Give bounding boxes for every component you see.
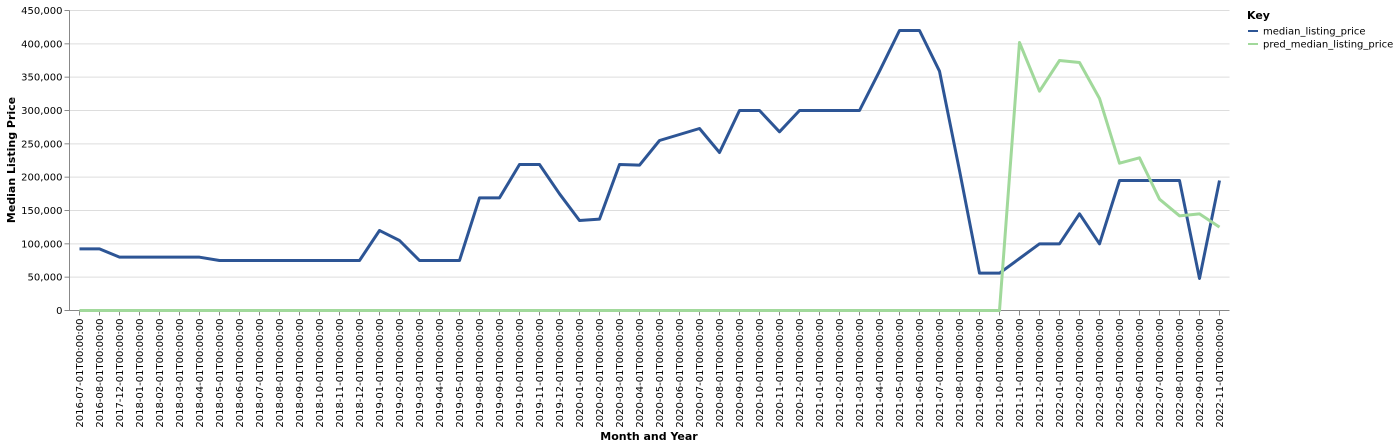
x-tick-label: 2018-07-01T00:00:00: [255, 319, 266, 428]
x-tick-label: 2018-08-01T00:00:00: [275, 319, 286, 428]
x-tick-label: 2021-12-01T00:00:00: [1035, 319, 1046, 428]
x-tick-label: 2019-03-01T00:00:00: [415, 319, 426, 428]
x-tick-label: 2020-10-01T00:00:00: [755, 319, 766, 428]
x-tick-label: 2021-08-01T00:00:00: [955, 319, 966, 428]
legend-title: Key: [1247, 9, 1270, 22]
x-tick-label: 2021-09-01T00:00:00: [975, 319, 986, 428]
y-tick-label: 300,000: [21, 106, 62, 117]
x-tick-label: 2019-12-01T00:00:00: [555, 319, 566, 428]
legend-label: median_listing_price: [1263, 27, 1366, 38]
x-tick-label: 2020-12-01T00:00:00: [795, 319, 806, 428]
x-tick-label: 2019-01-01T00:00:00: [375, 319, 386, 428]
x-tick-label: 2020-03-01T00:00:00: [615, 319, 626, 428]
x-tick-label: 2017-12-01T00:00:00: [115, 319, 126, 428]
x-tick-label: 2020-04-01T00:00:00: [635, 319, 646, 428]
x-tick-label: 2020-05-01T00:00:00: [655, 319, 666, 428]
x-tick-label: 2018-09-01T00:00:00: [295, 319, 306, 428]
x-tick-label: 2019-10-01T00:00:00: [515, 319, 526, 428]
x-tick-label: 2019-09-01T00:00:00: [495, 319, 506, 428]
x-tick-label: 2018-05-01T00:00:00: [215, 319, 226, 428]
x-tick-label: 2022-03-01T00:00:00: [1095, 319, 1106, 428]
x-tick-label: 2021-07-01T00:00:00: [935, 319, 946, 428]
x-tick-label: 2018-03-01T00:00:00: [175, 319, 186, 428]
x-tick-label: 2021-11-01T00:00:00: [1015, 319, 1026, 428]
y-tick-label: 400,000: [21, 39, 62, 50]
series-line-pred-median-listing-price: [79, 41, 1221, 312]
x-tick-label: 2021-03-01T00:00:00: [855, 319, 866, 428]
x-tick-label: 2018-06-01T00:00:00: [235, 319, 246, 428]
y-tick-label: 200,000: [21, 173, 62, 184]
x-tick-label: 2021-06-01T00:00:00: [915, 319, 926, 428]
x-axis-title: Month and Year: [600, 430, 698, 443]
x-tick-label: 2018-01-01T00:00:00: [135, 319, 146, 428]
legend: Key median_listing_price pred_median_list…: [1247, 9, 1393, 51]
y-axis: 0 50,000 100,000 150,000 200,000 250,000 300,0…: [21, 6, 70, 317]
gridlines: [69, 10, 1230, 311]
x-tick-label: 2022-01-01T00:00:00: [1055, 319, 1066, 428]
x-tick-label: 2020-08-01T00:00:00: [715, 319, 726, 428]
x-tick-label: 2021-05-01T00:00:00: [895, 319, 906, 428]
x-tick-label: 2021-04-01T00:00:00: [875, 319, 886, 428]
y-axis-title: Median Listing Price: [5, 97, 18, 223]
x-tick-label: 2022-05-01T00:00:00: [1115, 319, 1126, 428]
x-tick-label: 2020-09-01T00:00:00: [735, 319, 746, 428]
y-tick-label: 50,000: [28, 273, 63, 284]
y-tick-label: 350,000: [21, 73, 62, 84]
x-tick-label: 2019-11-01T00:00:00: [535, 319, 546, 428]
x-tick-label: 2019-05-01T00:00:00: [455, 319, 466, 428]
x-tick-label: 2019-04-01T00:00:00: [435, 319, 446, 428]
x-tick-label: 2016-08-01T00:00:00: [95, 319, 106, 428]
x-tick-label: 2020-07-01T00:00:00: [695, 319, 706, 428]
x-axis: 2016-07-01T00:00:00 2016-08-01T00:00:00 20…: [69, 310, 1230, 428]
x-tick-label: 2018-12-01T00:00:00: [355, 319, 366, 428]
x-tick-label: 2018-11-01T00:00:00: [335, 319, 346, 428]
x-tick-label: 2020-06-01T00:00:00: [675, 319, 686, 428]
x-tick-label: 2021-02-01T00:00:00: [835, 319, 846, 428]
x-tick-label: 2022-07-01T00:00:00: [1155, 319, 1166, 428]
x-tick-label: 2020-02-01T00:00:00: [595, 319, 606, 428]
x-tick-label: 2022-09-01T00:00:00: [1195, 319, 1206, 428]
x-tick-label: 2022-06-01T00:00:00: [1135, 319, 1146, 428]
y-tick-label: 100,000: [21, 239, 62, 250]
y-tick-label: 450,000: [21, 6, 62, 17]
x-tick-label: 2019-02-01T00:00:00: [395, 319, 406, 428]
y-tick-label: 0: [56, 306, 62, 317]
x-tick-label: 2020-01-01T00:00:00: [575, 319, 586, 428]
y-tick-label: 150,000: [21, 206, 62, 217]
x-tick-label: 2020-11-01T00:00:00: [775, 319, 786, 428]
x-tick-label: 2018-02-01T00:00:00: [155, 319, 166, 428]
x-tick-label: 2019-08-01T00:00:00: [475, 319, 486, 428]
x-tick-label: 2021-01-01T00:00:00: [815, 319, 826, 428]
x-tick-label: 2022-08-01T00:00:00: [1175, 319, 1186, 428]
y-tick-label: 250,000: [21, 139, 62, 150]
x-tick-label: 2018-04-01T00:00:00: [195, 319, 206, 428]
legend-label: pred_median_listing_price: [1263, 40, 1393, 51]
x-tick-label: 2022-02-01T00:00:00: [1075, 319, 1086, 428]
series-line-median-listing-price: [79, 29, 1221, 280]
x-tick-label: 2018-10-01T00:00:00: [315, 319, 326, 428]
series-lines: [79, 29, 1221, 312]
x-tick-label: 2016-07-01T00:00:00: [75, 319, 86, 428]
x-tick-label: 2021-10-01T00:00:00: [995, 319, 1006, 428]
x-tick-label: 2022-11-01T00:00:00: [1215, 319, 1226, 428]
